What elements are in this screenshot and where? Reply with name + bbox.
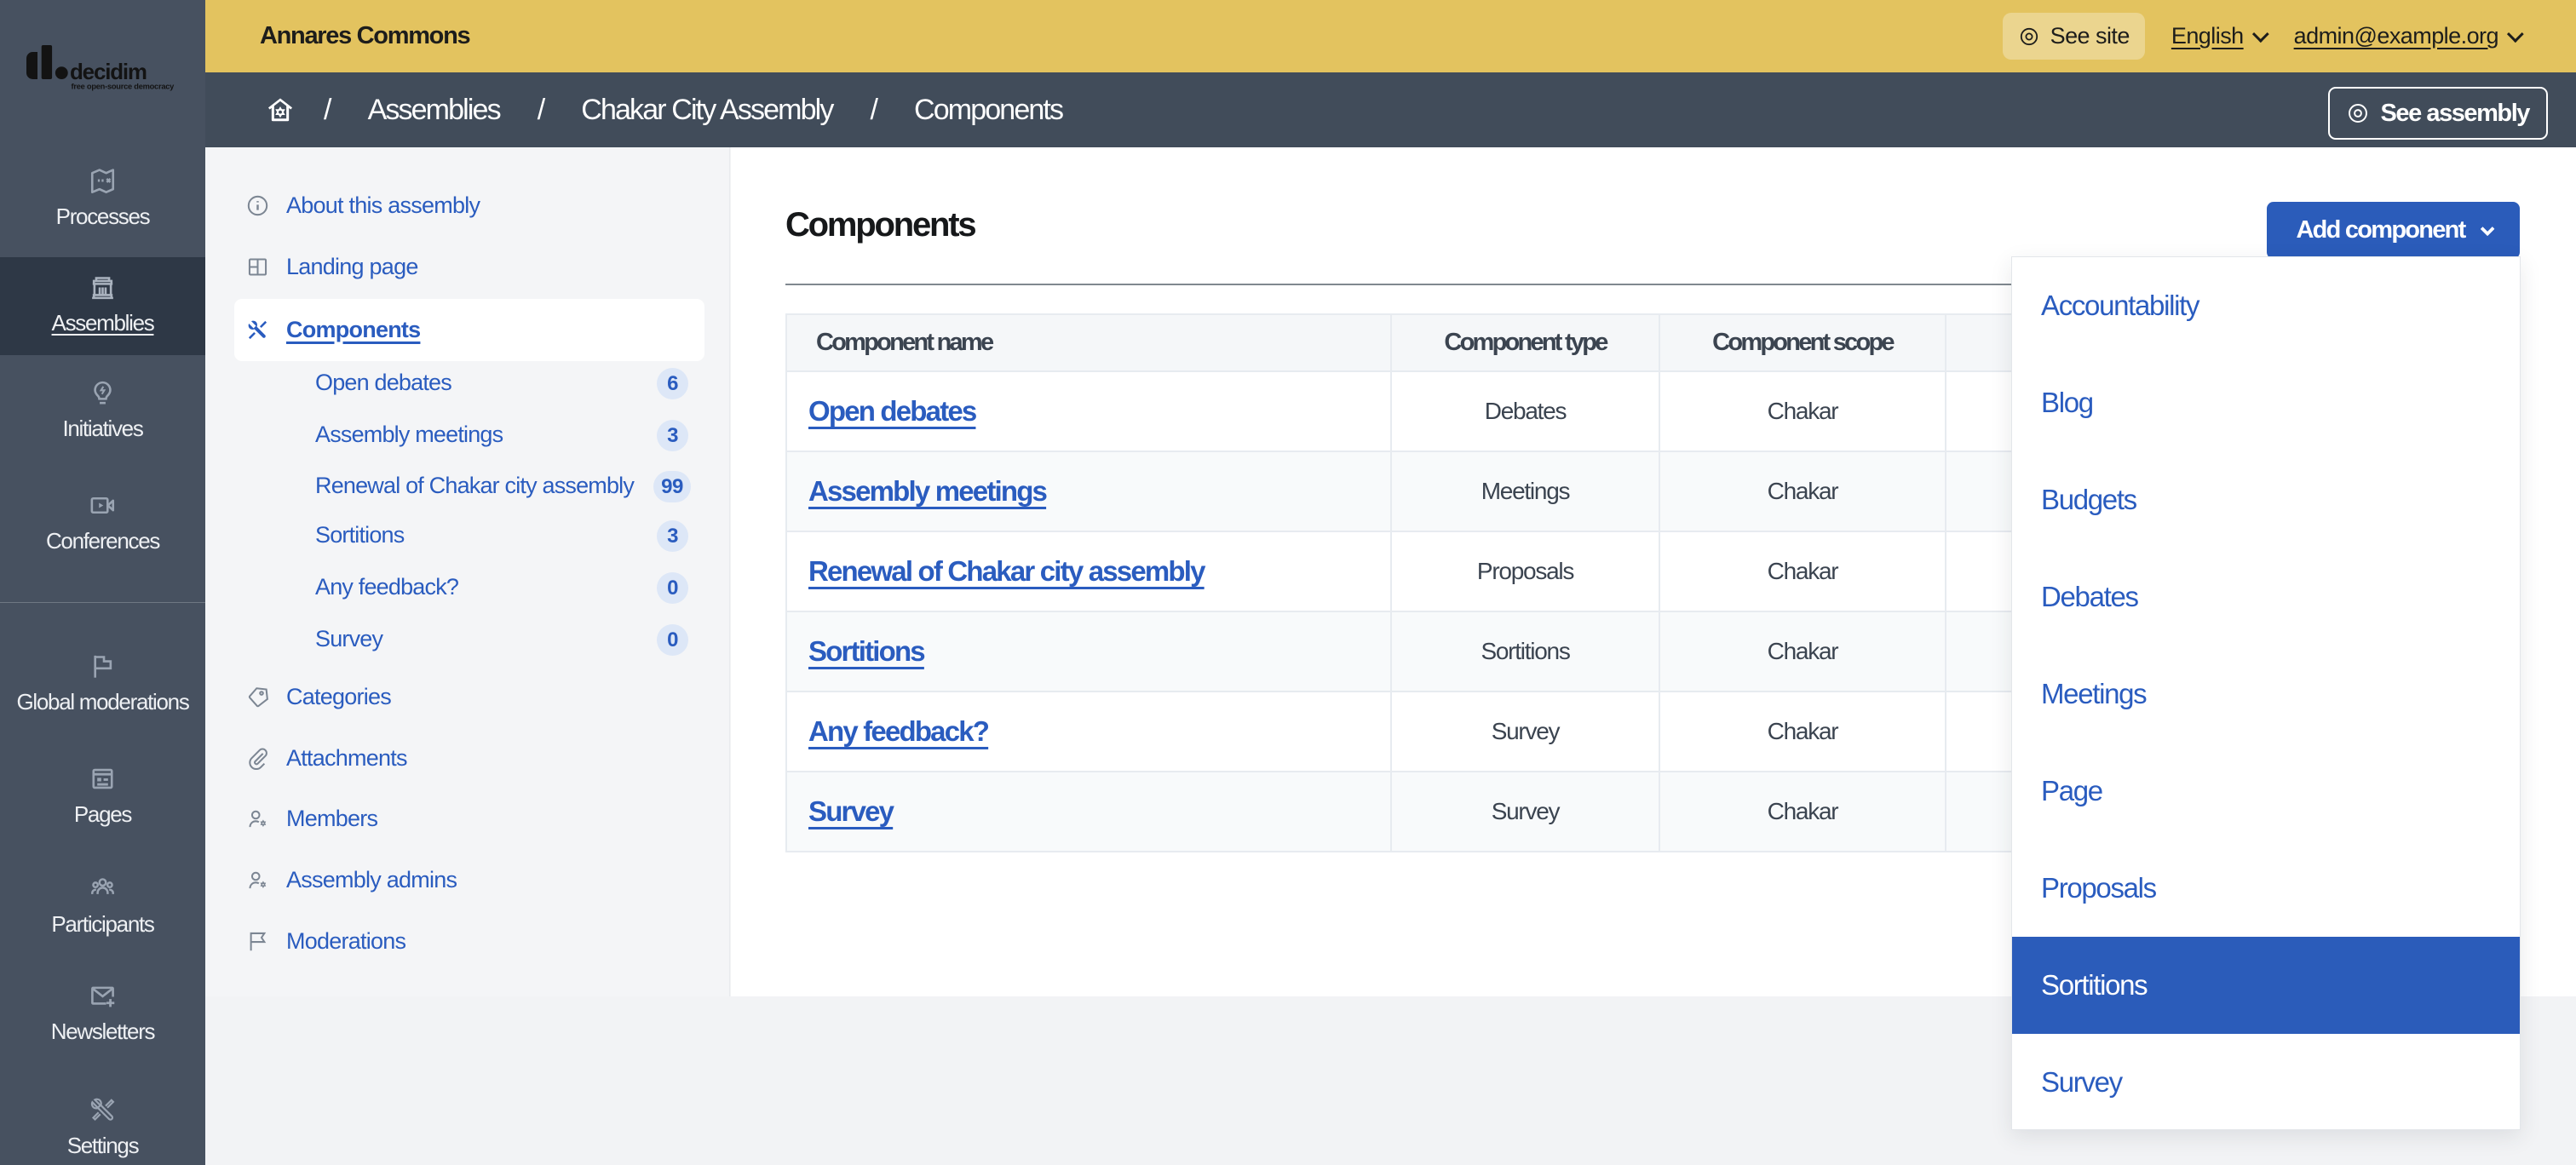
svg-text:decidim: decidim [70,59,147,84]
svg-text:free open-source democracy: free open-source democracy [72,83,175,91]
